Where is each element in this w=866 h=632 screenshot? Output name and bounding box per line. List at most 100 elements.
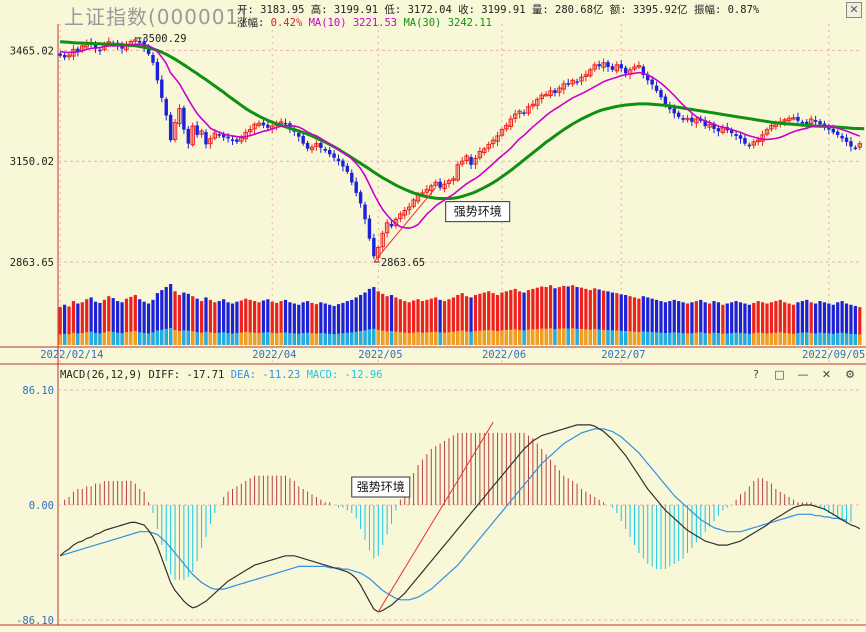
- macd-tick-label: 86.10: [22, 385, 54, 397]
- volume-bar-base: [752, 333, 756, 345]
- volume-bar: [182, 292, 186, 345]
- volume-bar-base: [151, 332, 155, 345]
- volume-bar: [350, 299, 354, 345]
- volume-bar: [743, 303, 747, 345]
- candle-body: [610, 66, 615, 70]
- volume-bar: [535, 287, 539, 345]
- volume-bar: [217, 301, 221, 345]
- volume-bar-base: [98, 333, 102, 345]
- candle-body: [309, 146, 315, 151]
- candle-body: [120, 45, 124, 49]
- volume-bar: [783, 302, 787, 345]
- volume-bar: [646, 297, 650, 345]
- volume-bar: [518, 291, 522, 345]
- close-icon[interactable]: ✕: [821, 368, 832, 381]
- volume-bar: [138, 299, 142, 345]
- volume-bar: [116, 301, 120, 345]
- volume-bar: [376, 291, 380, 345]
- change-label: 涨幅:: [237, 17, 271, 29]
- volume-bar-base: [332, 334, 336, 345]
- candle-body: [707, 123, 712, 128]
- candle-body: [685, 117, 690, 121]
- volume-bar-base: [235, 332, 239, 345]
- candle-body: [548, 90, 553, 96]
- volume-bar-base: [442, 332, 447, 345]
- candle-body: [164, 98, 168, 116]
- volume-bar: [80, 302, 84, 345]
- restore-icon[interactable]: □: [774, 368, 785, 381]
- volume-bar-base: [774, 332, 778, 345]
- candle-body: [614, 64, 620, 72]
- candle-body: [646, 74, 650, 81]
- help-icon[interactable]: ?: [753, 368, 759, 381]
- volume-bar-base: [305, 332, 310, 345]
- candle-body: [672, 108, 676, 114]
- volume-bar-base: [412, 332, 416, 345]
- volume-bar-base: [372, 328, 376, 345]
- volume-bar-base: [416, 332, 420, 345]
- volume-bar: [434, 297, 438, 345]
- candle-body: [212, 132, 218, 139]
- candle-body: [840, 135, 844, 139]
- volume-bar: [58, 307, 62, 345]
- candle-body: [786, 117, 792, 122]
- volume-bar: [699, 299, 703, 345]
- volume-bar: [416, 299, 420, 345]
- volume-bar-base: [283, 332, 288, 345]
- volume-bar: [637, 298, 641, 345]
- volume-bar: [721, 304, 725, 345]
- volume-bar-base: [111, 331, 115, 345]
- volume-bar: [663, 302, 668, 345]
- candle-body: [636, 65, 642, 68]
- volume-bar: [367, 288, 372, 345]
- volume-bar: [703, 302, 707, 345]
- candle-body: [341, 160, 345, 167]
- volume-bar-base: [195, 332, 199, 345]
- x-tick-label: 2022/09/05: [802, 349, 865, 361]
- volume-bar-base: [204, 331, 208, 345]
- volume-bar: [822, 302, 827, 345]
- minimize-icon[interactable]: —: [797, 368, 809, 381]
- candle-body: [464, 155, 469, 162]
- candle-body: [345, 165, 350, 172]
- volume-bar-base: [500, 330, 504, 345]
- volume-bar-base: [93, 332, 98, 345]
- dea-line: [60, 428, 847, 601]
- candle-body: [588, 69, 593, 77]
- close-icon[interactable]: ✕: [846, 2, 862, 18]
- volume-bar: [151, 299, 155, 345]
- macd-callout-box: [351, 476, 411, 498]
- ma10-value: 3221.53: [352, 17, 398, 29]
- volume-bar: [668, 301, 672, 345]
- volume-bar-base: [438, 332, 442, 345]
- candle-body: [654, 85, 659, 91]
- candle-body: [561, 83, 567, 90]
- volume-bar: [442, 301, 447, 345]
- volume-bar: [796, 302, 800, 345]
- volume-bar: [239, 300, 243, 345]
- price-tick-label: 2863.65: [10, 257, 54, 269]
- volume-bar-base: [840, 332, 844, 345]
- volume-bar: [690, 302, 694, 345]
- dea-value: -11.23: [262, 369, 301, 381]
- volume-bar-base: [319, 333, 323, 345]
- candle-body: [460, 160, 465, 165]
- volume-bar-base: [601, 329, 606, 345]
- volume-bar-base: [778, 332, 782, 345]
- candle-body: [508, 118, 514, 127]
- settings-icon[interactable]: ⚙: [845, 368, 855, 381]
- volume-bar-base: [376, 329, 380, 345]
- volume-bar-base: [257, 333, 261, 345]
- candle-body: [751, 141, 756, 146]
- volume-bar-base: [659, 332, 663, 345]
- volume-bar-base: [89, 331, 93, 345]
- candle-body: [543, 93, 549, 97]
- volume-bar-base: [323, 333, 327, 345]
- volume-bar-base: [677, 332, 681, 345]
- volume-bar-base: [531, 329, 535, 345]
- candle-body: [433, 181, 438, 186]
- volume-bar: [491, 293, 495, 345]
- volume-bar: [734, 301, 738, 345]
- candle-body: [650, 79, 654, 85]
- volume-bar: [447, 299, 451, 345]
